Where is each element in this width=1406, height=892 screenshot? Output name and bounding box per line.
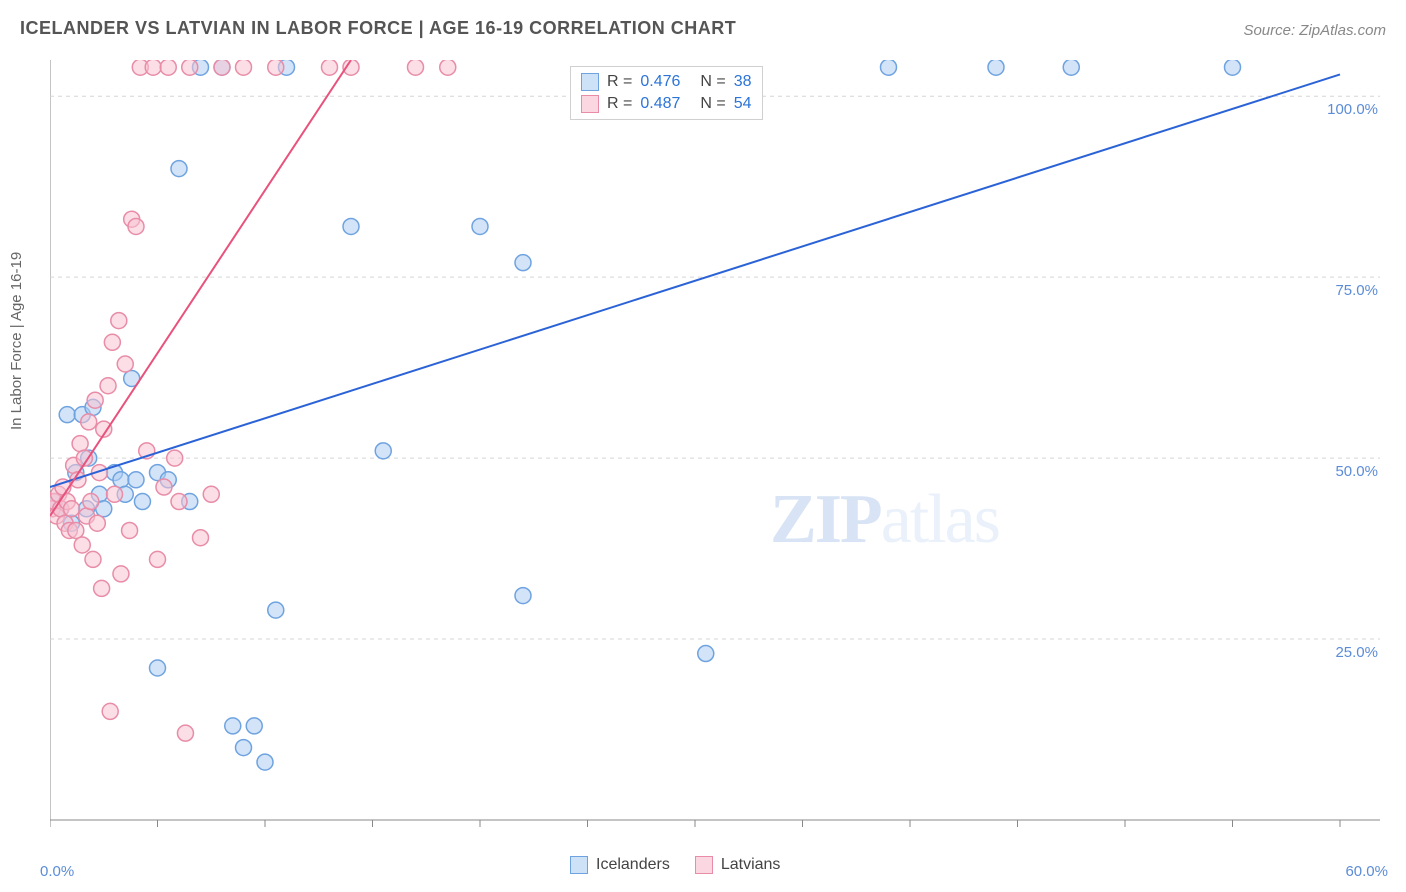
x-axis-max-label: 60.0% xyxy=(1345,863,1388,880)
r-label: R = xyxy=(607,95,632,113)
svg-text:100.0%: 100.0% xyxy=(1327,101,1378,118)
scatter-chart-svg: 25.0% 50.0% 75.0% 100.0% xyxy=(50,60,1390,840)
r-value: 0.476 xyxy=(640,73,680,91)
series-legend: Icelanders Latvians xyxy=(570,856,780,874)
legend-row: R = 0.476 N = 38 xyxy=(581,71,752,93)
legend-swatch xyxy=(570,856,588,874)
legend-swatch xyxy=(581,73,599,91)
source-attribution: Source: ZipAtlas.com xyxy=(1243,22,1386,39)
svg-text:25.0%: 25.0% xyxy=(1335,644,1378,661)
svg-text:75.0%: 75.0% xyxy=(1335,282,1378,299)
legend-row: R = 0.487 N = 54 xyxy=(581,93,752,115)
chart-title: ICELANDER VS LATVIAN IN LABOR FORCE | AG… xyxy=(20,18,736,39)
watermark: ZIPatlas xyxy=(770,480,999,560)
legend-label: Icelanders xyxy=(596,856,670,874)
n-value: 54 xyxy=(734,95,752,113)
legend-item: Latvians xyxy=(695,856,781,874)
y-axis-label: In Labor Force | Age 16-19 xyxy=(8,252,25,430)
legend-swatch xyxy=(581,95,599,113)
legend-item: Icelanders xyxy=(570,856,670,874)
n-label: N = xyxy=(700,95,725,113)
n-label: N = xyxy=(700,73,725,91)
r-value: 0.487 xyxy=(640,95,680,113)
x-axis-min-label: 0.0% xyxy=(40,863,74,880)
svg-text:50.0%: 50.0% xyxy=(1335,463,1378,480)
legend-label: Latvians xyxy=(721,856,781,874)
correlation-legend: R = 0.476 N = 38 R = 0.487 N = 54 xyxy=(570,66,763,120)
r-label: R = xyxy=(607,73,632,91)
n-value: 38 xyxy=(734,73,752,91)
legend-swatch xyxy=(695,856,713,874)
chart-area: 25.0% 50.0% 75.0% 100.0% xyxy=(50,60,1390,840)
